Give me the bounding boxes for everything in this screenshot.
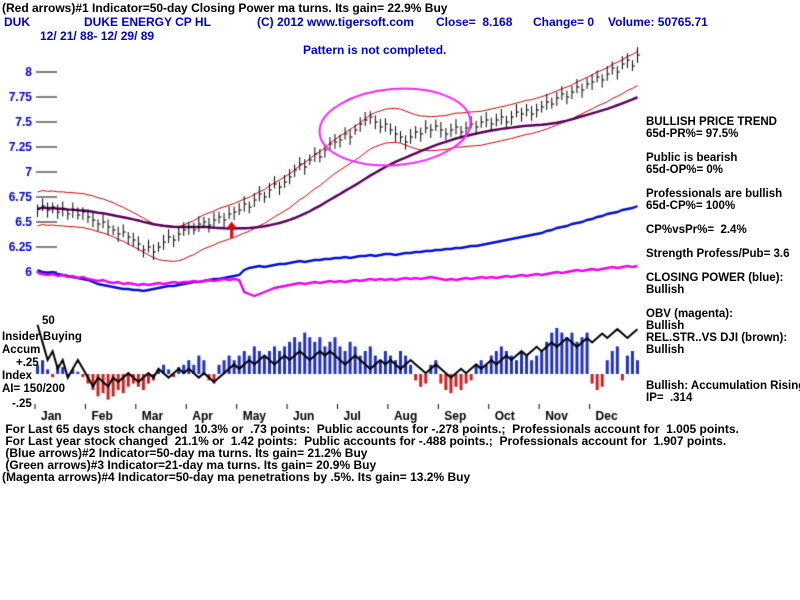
change-value: Change= 0 bbox=[533, 15, 595, 29]
right-panel-spacer bbox=[646, 356, 800, 368]
right-panel-spacer bbox=[646, 368, 800, 380]
right-panel-line: Bullish bbox=[646, 320, 685, 332]
right-panel-line: Bullish bbox=[646, 284, 685, 296]
right-panel-spacer bbox=[646, 140, 800, 152]
right-panel-spacer bbox=[646, 176, 800, 188]
company-name: DUKE ENERGY CP HL bbox=[84, 15, 211, 29]
right-panel-spacer bbox=[646, 212, 800, 224]
ai-upper-scale-label: +.25 bbox=[16, 357, 39, 369]
close-value: Close= 8.168 bbox=[436, 15, 513, 29]
right-panel-line: IP= .314 bbox=[646, 392, 693, 404]
ai-ratio-label: AI= 150/200 bbox=[2, 383, 65, 395]
right-panel-spacer bbox=[646, 296, 800, 308]
legend-index: Index bbox=[2, 370, 33, 382]
right-panel-line: OBV (magenta): bbox=[646, 308, 733, 320]
bottom-note-line: For Last 65 days stock changed 10.3% or … bbox=[2, 422, 739, 436]
right-panel-line: Strength Profess/Pub= 3.6 bbox=[646, 248, 790, 260]
date-range: 12/ 21/ 88- 12/ 29/ 89 bbox=[40, 29, 155, 43]
bottom-note-line: For Last year stock changed 21.1% or 1.4… bbox=[2, 434, 727, 448]
ticker-symbol: DUK bbox=[4, 15, 30, 29]
legend-insider-buying: Insider Buying bbox=[2, 331, 82, 343]
legend-accum: Accum bbox=[2, 344, 41, 356]
right-panel-line: REL.STR..VS DJI (brown): bbox=[646, 332, 788, 344]
bottom-note-line: (Green arrows)#3 Indicator=21-day ma tur… bbox=[2, 458, 377, 472]
volume-value: Volume: 50765.71 bbox=[608, 15, 708, 29]
right-panel-line: 65d-CP%= 100% bbox=[646, 200, 736, 212]
right-panel-line: 65d-PR%= 97.5% bbox=[646, 128, 739, 140]
bottom-note-line: (Magenta arrows)#4 Indicator=50-day ma p… bbox=[2, 470, 471, 484]
right-panel-line: Professionals are bullish bbox=[646, 188, 783, 200]
bottom-notes: For Last 65 days stock changed 10.3% or … bbox=[2, 423, 798, 483]
copyright-label: (C) 2012 www.tigersoft.com bbox=[257, 15, 414, 29]
right-panel-spacer bbox=[646, 260, 800, 272]
indicator-1-note: (Red arrows)#1 Indicator=50-day Closing … bbox=[2, 1, 448, 15]
right-panel-line: CLOSING POWER (blue): bbox=[646, 272, 784, 284]
right-panel-line: Bullish bbox=[646, 344, 685, 356]
bottom-note-line: (Blue arrows)#2 Indicator=50-day ma turn… bbox=[2, 446, 368, 460]
right-panel-line: CP%vsPr%= 2.4% bbox=[646, 224, 747, 236]
right-panel: BULLISH PRICE TREND 65d-PR%= 97.5% Public… bbox=[646, 116, 800, 404]
right-panel-spacer bbox=[646, 236, 800, 248]
right-panel-line: 65d-OP%= 0% bbox=[646, 164, 724, 176]
ai-lower-scale-label: -.25 bbox=[12, 398, 32, 410]
right-panel-line: BULLISH PRICE TREND bbox=[646, 116, 777, 128]
rs-midline-label: 50 bbox=[42, 315, 55, 327]
right-panel-line: Bullish: Accumulation Rising bbox=[646, 380, 800, 392]
right-panel-line: Public is bearish bbox=[646, 152, 738, 164]
pattern-note: Pattern is not completed. bbox=[303, 43, 447, 57]
